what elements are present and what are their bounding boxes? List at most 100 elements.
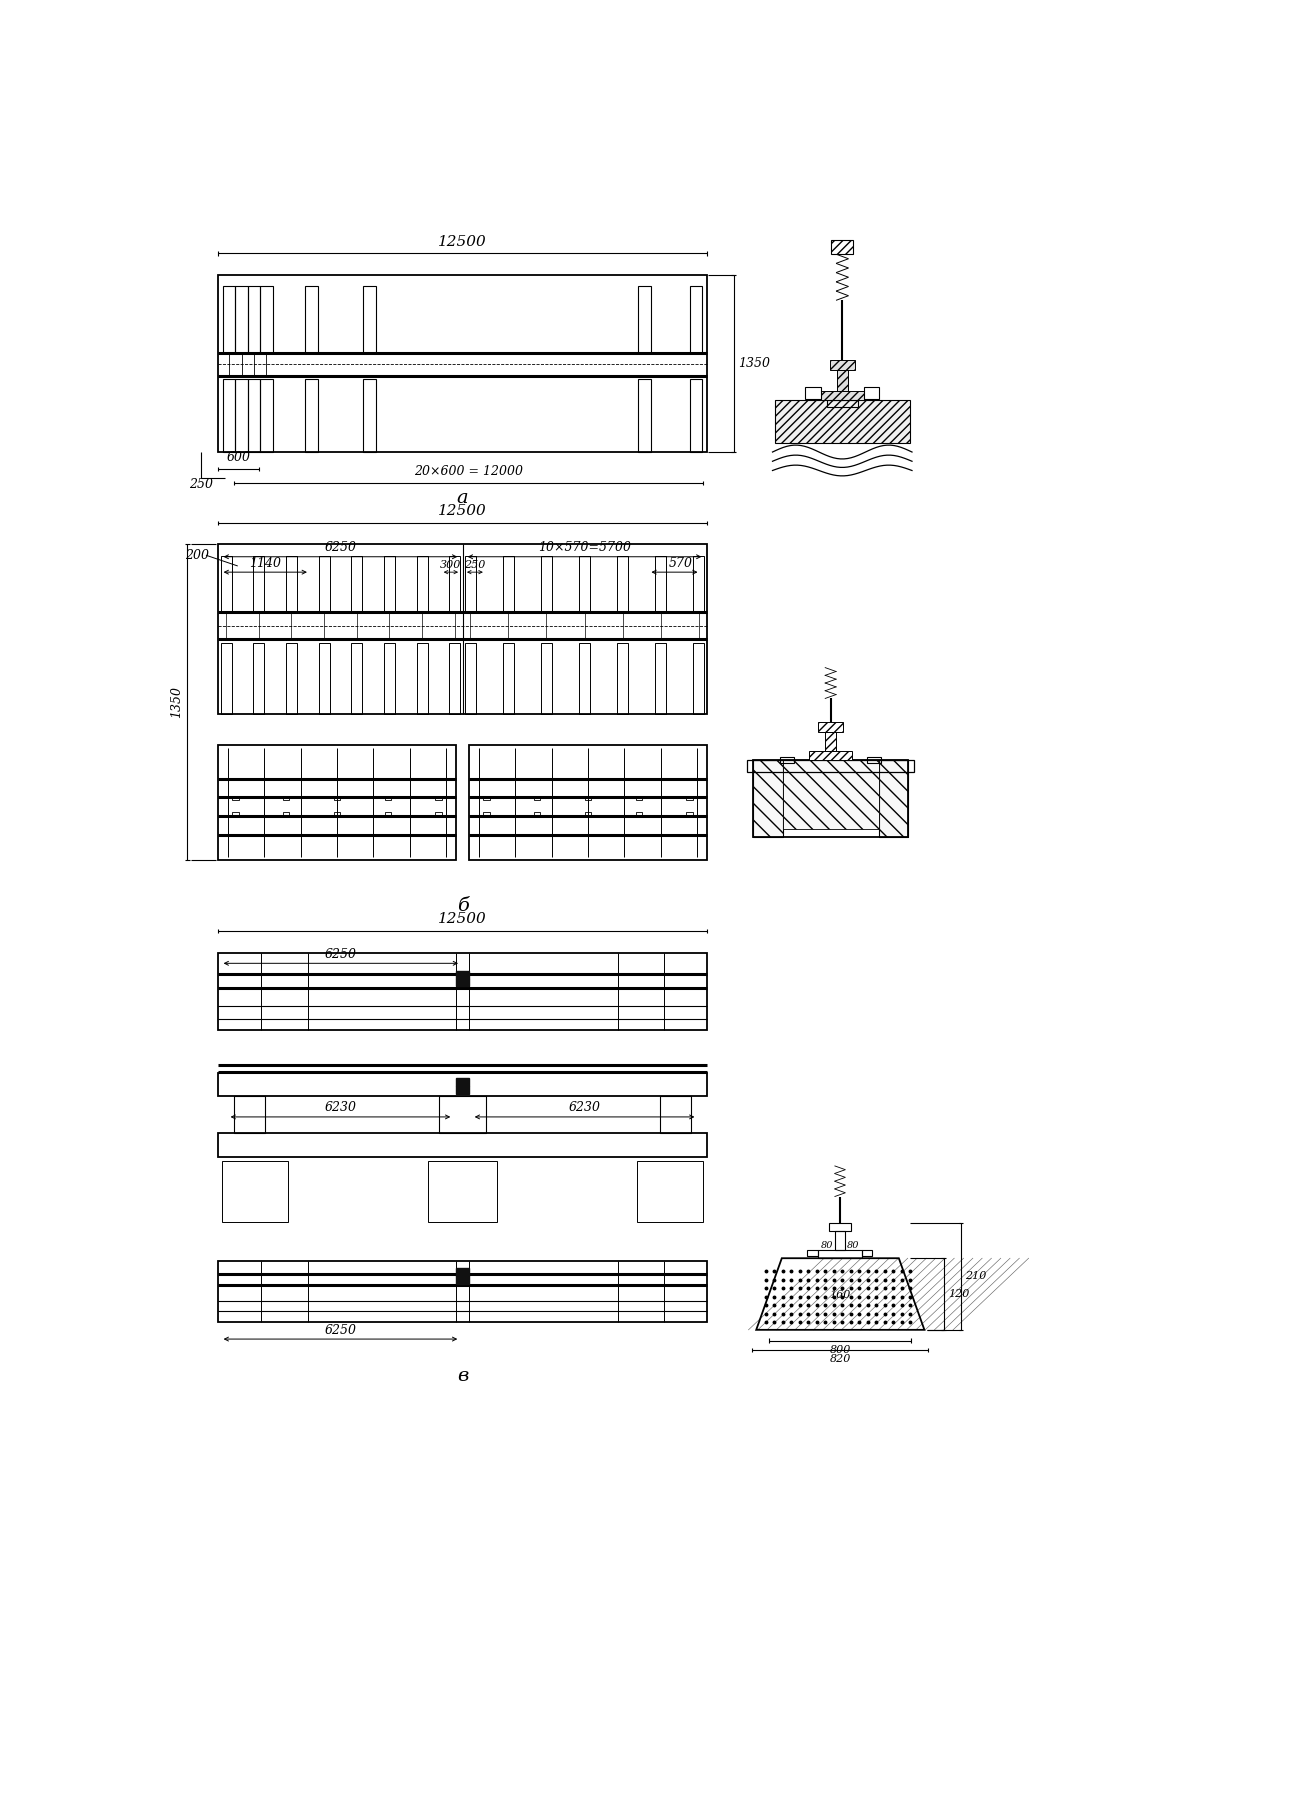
Bar — [754, 760, 909, 837]
Bar — [416, 643, 428, 713]
Bar — [483, 796, 490, 800]
Bar — [635, 812, 642, 816]
Text: 20×600 = 12000: 20×600 = 12000 — [414, 465, 523, 478]
Bar — [827, 401, 857, 406]
Bar — [754, 760, 783, 837]
Bar — [218, 952, 706, 1030]
Bar — [286, 557, 297, 613]
Bar — [456, 1276, 470, 1283]
Bar — [449, 557, 460, 613]
Bar — [416, 557, 428, 613]
Bar — [334, 812, 340, 816]
Bar — [805, 386, 821, 399]
Bar — [319, 557, 330, 613]
Bar — [218, 1134, 706, 1157]
Bar — [253, 557, 264, 613]
Text: 12500: 12500 — [439, 913, 487, 925]
Bar — [456, 970, 470, 979]
Bar — [831, 241, 853, 253]
Bar — [783, 760, 878, 830]
Text: 820: 820 — [830, 1355, 851, 1364]
Bar — [352, 557, 362, 613]
Bar — [436, 796, 441, 800]
Bar — [483, 812, 490, 816]
Bar — [456, 1085, 470, 1094]
Text: 1140: 1140 — [249, 557, 281, 570]
Bar — [218, 275, 706, 453]
Text: 200: 200 — [185, 548, 209, 562]
Polygon shape — [756, 1258, 924, 1330]
Bar — [780, 757, 794, 764]
Bar — [456, 979, 470, 987]
Bar — [655, 643, 666, 713]
Text: 210: 210 — [965, 1270, 987, 1281]
Bar — [222, 1161, 288, 1222]
Bar — [586, 812, 591, 816]
Bar — [223, 379, 235, 453]
Text: 1350: 1350 — [169, 686, 183, 719]
Bar — [221, 557, 231, 613]
Bar — [465, 643, 475, 713]
Bar — [503, 643, 513, 713]
Text: 6250: 6250 — [324, 949, 356, 961]
Bar — [385, 796, 391, 800]
Text: 12500: 12500 — [439, 505, 487, 518]
Bar — [218, 1073, 706, 1096]
Bar — [836, 370, 848, 392]
Bar — [809, 751, 852, 760]
Text: 800: 800 — [830, 1346, 851, 1355]
Bar — [541, 557, 551, 613]
Bar — [440, 1096, 486, 1134]
Bar — [835, 1231, 844, 1249]
Bar — [617, 643, 628, 713]
Text: 600: 600 — [227, 451, 251, 464]
Bar — [693, 643, 704, 713]
Bar — [534, 796, 541, 800]
Bar — [223, 286, 235, 352]
Text: 80: 80 — [847, 1242, 859, 1251]
Bar — [248, 286, 260, 352]
Bar — [579, 557, 590, 613]
Bar — [385, 812, 391, 816]
Bar — [638, 379, 651, 453]
Bar — [503, 557, 513, 613]
Text: 6250: 6250 — [324, 541, 356, 555]
Bar — [383, 557, 395, 613]
Bar — [234, 1096, 265, 1134]
Bar — [689, 286, 702, 352]
Bar — [436, 812, 441, 816]
Bar — [660, 1096, 691, 1134]
Text: 10×570=5700: 10×570=5700 — [538, 541, 632, 555]
Bar — [260, 286, 273, 352]
Bar — [364, 379, 376, 453]
Bar — [878, 760, 909, 837]
Bar — [579, 643, 590, 713]
Bar — [693, 557, 704, 613]
Bar — [775, 401, 910, 442]
Text: в: в — [457, 1368, 469, 1385]
Bar — [747, 760, 914, 771]
Bar — [352, 643, 362, 713]
Bar — [334, 796, 340, 800]
Bar — [637, 1161, 702, 1222]
Bar — [825, 731, 836, 751]
Bar — [830, 359, 855, 370]
Bar — [221, 643, 231, 713]
Text: 6230: 6230 — [324, 1102, 356, 1114]
Bar — [635, 796, 642, 800]
Bar — [617, 557, 628, 613]
Bar — [248, 379, 260, 453]
Bar — [818, 1249, 861, 1258]
Bar — [638, 286, 651, 352]
Bar — [687, 796, 693, 800]
Bar — [586, 796, 591, 800]
Bar — [465, 557, 475, 613]
Bar — [218, 544, 706, 713]
Bar — [689, 379, 702, 453]
Bar — [428, 1161, 498, 1222]
Text: 1350: 1350 — [738, 358, 771, 370]
Bar — [305, 286, 318, 352]
Bar — [470, 744, 706, 861]
Bar — [232, 812, 239, 816]
Bar — [807, 1249, 818, 1256]
